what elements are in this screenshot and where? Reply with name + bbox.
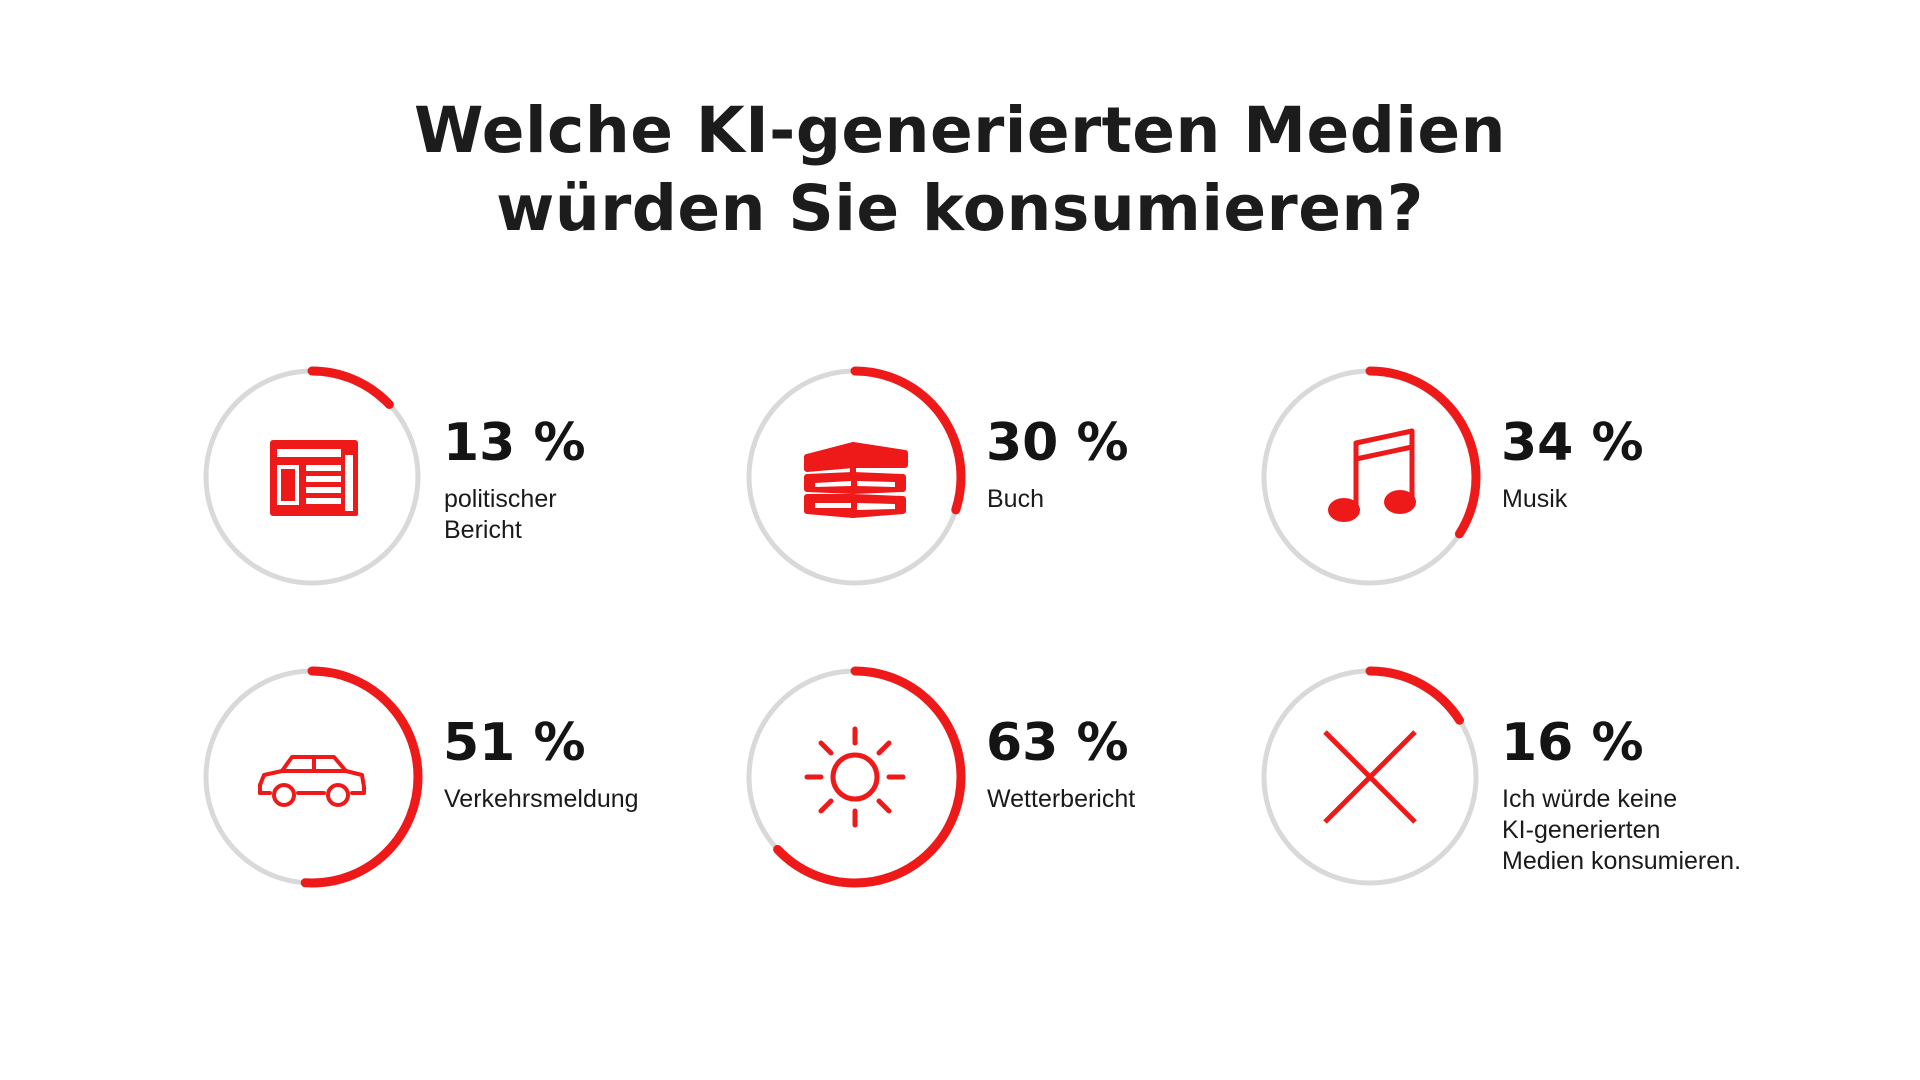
progress-ring bbox=[1255, 662, 1485, 892]
category-label: Wetterbericht bbox=[987, 784, 1307, 815]
ring-progress-arc bbox=[201, 366, 423, 588]
label-line: Verkehrsmeldung bbox=[444, 785, 639, 813]
label-line: Wetterbericht bbox=[987, 785, 1136, 813]
category-label: Ich würde keine KI-generierten Medien ko… bbox=[1502, 784, 1822, 877]
ring-progress-arc bbox=[1259, 666, 1481, 888]
cross-icon bbox=[1310, 717, 1430, 837]
value-label: 34 % bbox=[1501, 413, 1644, 473]
value-label: 51 % bbox=[443, 713, 586, 773]
label-line: Medien konsumieren. bbox=[1502, 847, 1742, 875]
category-label: politischer Bericht bbox=[444, 484, 764, 546]
page-title: Welche KI-generierten Medien würden Sie … bbox=[0, 92, 1920, 248]
label-line: Ich würde keine bbox=[1502, 785, 1678, 813]
stat-item-book: 30 % Buch bbox=[740, 362, 1300, 592]
stat-item-political-report: 13 % politischer Bericht bbox=[197, 362, 757, 592]
progress-ring bbox=[740, 362, 970, 592]
progress-ring bbox=[740, 662, 970, 892]
label-line: KI-generierten bbox=[1502, 816, 1661, 844]
stat-item-weather-report: 63 % Wetterbericht bbox=[740, 662, 1300, 892]
progress-ring bbox=[1255, 362, 1485, 592]
ring-progress-arc bbox=[744, 666, 966, 888]
progress-ring bbox=[197, 362, 427, 592]
books-icon bbox=[795, 417, 915, 537]
ring-progress-arc bbox=[1259, 366, 1481, 588]
car-icon bbox=[252, 717, 372, 837]
category-label: Verkehrsmeldung bbox=[444, 784, 764, 815]
label-line: politischer bbox=[444, 485, 557, 513]
newspaper-icon bbox=[252, 417, 372, 537]
title-line-1: Welche KI-generierten Medien bbox=[413, 94, 1506, 167]
label-line: Buch bbox=[987, 485, 1044, 513]
ring-progress-arc bbox=[201, 666, 423, 888]
progress-ring bbox=[197, 662, 427, 892]
ring-progress-arc bbox=[744, 366, 966, 588]
sun-icon bbox=[795, 717, 915, 837]
value-label: 13 % bbox=[443, 413, 586, 473]
title-line-2: würden Sie konsumieren? bbox=[496, 172, 1424, 245]
value-label: 63 % bbox=[986, 713, 1129, 773]
label-line: Musik bbox=[1502, 485, 1568, 513]
category-label: Buch bbox=[987, 484, 1307, 515]
label-line: Bericht bbox=[444, 516, 522, 544]
music-note-icon bbox=[1310, 417, 1430, 537]
stat-item-music: 34 % Musik bbox=[1255, 362, 1815, 592]
stat-item-no-ai-media: 16 % Ich würde keine KI-generierten Medi… bbox=[1255, 662, 1815, 892]
category-label: Musik bbox=[1502, 484, 1822, 515]
stat-item-traffic-report: 51 % Verkehrsmeldung bbox=[197, 662, 757, 892]
value-label: 16 % bbox=[1501, 713, 1644, 773]
value-label: 30 % bbox=[986, 413, 1129, 473]
